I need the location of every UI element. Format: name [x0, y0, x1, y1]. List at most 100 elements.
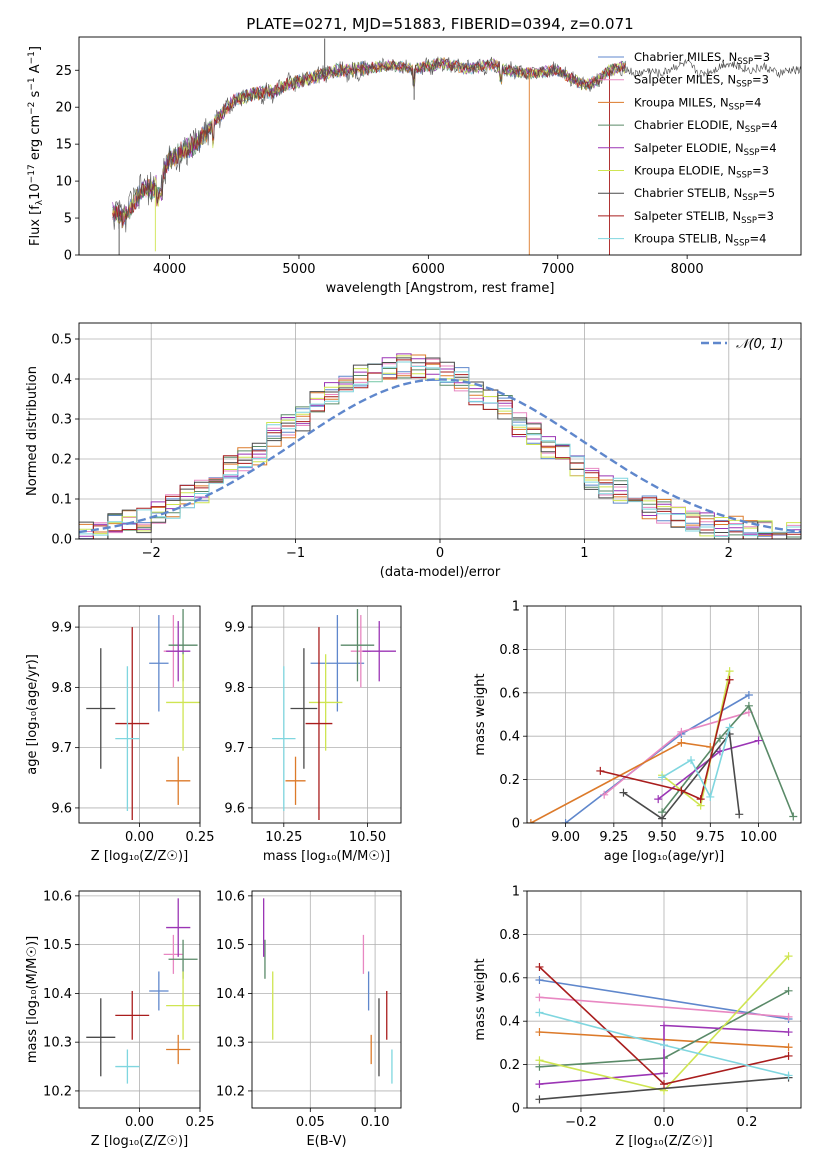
x-tick-label-2: 0 [436, 546, 444, 561]
plot-area [79, 353, 801, 539]
weight-marker-6-1 [658, 814, 667, 823]
x-tick-label-1: 0.10 [361, 1115, 390, 1130]
plot-area [86, 609, 200, 820]
y-axis-label: Normed distribution [25, 366, 40, 496]
y-tick-label-2: 9.8 [224, 681, 245, 696]
legend-text: Chabrier MILES, N [634, 50, 737, 64]
legend-text: Kroupa ELODIE, N [634, 164, 736, 178]
y-tick-label-4: 10.6 [216, 889, 245, 904]
weight-line-4 [539, 1024, 789, 1085]
weight-line-6 [623, 732, 741, 820]
spectrum-line-6 [112, 56, 627, 233]
y-tick-label-2: 10 [55, 175, 72, 190]
weight-marker-7-0 [535, 962, 544, 971]
x-tick-label-3: 1 [580, 546, 588, 561]
plot-area [527, 667, 798, 823]
weight-marker-3-2 [744, 701, 753, 710]
weight-line-3 [661, 704, 795, 817]
weight-line-1 [603, 711, 750, 796]
legend-nssp: =4 [744, 95, 761, 109]
legend-normal-label: 𝒩(0, 1) [736, 337, 783, 352]
weight-marker-5-0 [535, 1056, 544, 1065]
hist-series-7 [79, 359, 801, 539]
y-tick-label-0: 0 [64, 249, 72, 264]
legend-sub: SSP [736, 171, 752, 181]
y-tick-label-2: 0.4 [499, 1015, 520, 1030]
x-tick-label-2: 6000 [412, 262, 445, 277]
x-tick-label-4: 2 [725, 546, 733, 561]
y-tick-label-3: 9.9 [51, 621, 72, 636]
x-tick-label-1: 10.50 [349, 830, 386, 845]
figure-title: PLATE=0271, MJD=51883, FIBERID=0394, z=0… [246, 15, 633, 33]
y-axis-label: mass weight [473, 673, 488, 755]
weight-marker-6-3 [735, 810, 744, 819]
y-tick-label-3: 0.6 [499, 686, 520, 701]
legend-sub: SSP [734, 239, 750, 249]
y-tick-label-1: 5 [64, 212, 72, 227]
weight-line-8 [661, 727, 731, 800]
legend-sub: SSP [737, 57, 753, 67]
weight-marker-6-0 [535, 1095, 544, 1104]
plot-area [263, 898, 393, 1084]
y-tick-label-1: 9.7 [51, 741, 72, 756]
hist-series-6 [79, 357, 801, 539]
legend-nssp: =4 [749, 232, 766, 246]
y-tick-label-0: 10.2 [43, 1084, 72, 1099]
weight-line-7 [600, 679, 731, 801]
weight-marker-2-0 [527, 819, 535, 823]
legend-text: Salpeter STELIB, N [634, 209, 741, 223]
x-tick-label-0: 4000 [153, 262, 186, 277]
weight-marker-1-1 [784, 1012, 793, 1021]
x-tick-label-0: 0.00 [125, 830, 154, 845]
x-tick-label-0: 0.00 [125, 1115, 154, 1130]
legend-nssp: =3 [752, 164, 769, 178]
legend-text: Salpeter ELODIE, N [634, 141, 744, 155]
y-tick-label-3: 0.6 [499, 971, 520, 986]
y-tick-label-0: 10.2 [216, 1084, 245, 1099]
y-axis-label-part: 10 [28, 183, 43, 200]
axes-frame [251, 890, 402, 1109]
y-tick-label-4: 0.4 [51, 373, 72, 388]
panels: 4000 5000 6000 7000 80000510152025wavelength… [25, 36, 802, 1149]
panel-age-vs-Z: 0.00 0.25 9.6 9.7 9.8 9.9 Z [log₁₀(Z/Z☉)] age [… [25, 605, 214, 864]
legend-text: Chabrier STELIB, N [634, 186, 742, 200]
weight-marker-8-1 [660, 1041, 668, 1050]
weight-marker-0-2 [744, 690, 753, 699]
weight-marker-5-2 [784, 952, 793, 961]
x-tick-label-4: 8000 [671, 262, 704, 277]
y-axis-label-part: erg cm [28, 115, 43, 164]
y-tick-label-3: 15 [55, 138, 72, 153]
y-axis-label: mass [log₁₀(M/M☉)] [25, 936, 40, 1063]
y-tick-label-1: 9.7 [224, 741, 245, 756]
plot-area [272, 609, 396, 820]
weight-marker-3-2 [784, 986, 793, 995]
legend-nssp: =3 [752, 73, 769, 87]
x-tick-label-0: −2 [142, 546, 161, 561]
weight-marker-4-3 [784, 1028, 793, 1037]
y-axis-label-part: −1 [27, 51, 37, 64]
normal-pdf-curve [79, 378, 801, 534]
panel-spectrum: 4000 5000 6000 7000 8000 0 5 10 15 20 25 wavelength… [27, 36, 802, 296]
axes-frame [526, 605, 802, 824]
axes-frame [78, 322, 802, 540]
legend-text: Kroupa MILES, N [634, 95, 729, 109]
y-tick-label-3: 10.5 [43, 938, 72, 953]
legend-label-8: Kroupa STELIB, NSSP=4 [634, 232, 766, 249]
y-axis-label-part: s [28, 90, 43, 101]
plot-area [86, 898, 200, 1084]
axes-frame [78, 36, 802, 256]
x-tick-label-3: 7000 [541, 262, 574, 277]
y-tick-label-0: 0 [512, 817, 520, 832]
panel-mass-vs-Z: 0.00 0.25 10.2 10.3 10.4 10.5 10.6 Z [log₁₀(Z/Z… [25, 889, 214, 1149]
x-tick-label-0: 10.25 [265, 830, 302, 845]
legend-label-0: Chabrier MILES, NSSP=3 [634, 50, 770, 67]
y-tick-label-0: 0.0 [51, 533, 72, 548]
y-tick-label-2: 0.4 [499, 730, 520, 745]
legend-label-2: Kroupa MILES, NSSP=4 [634, 95, 761, 112]
panel-weight-vs-Z: −0.2 0.0 0.2 0 0.2 0.4 0.6 0.8 1 Z [log₁₀(Z/Z☉)] m… [473, 885, 802, 1149]
x-axis-label: E(B-V) [306, 1134, 346, 1149]
y-tick-label-5: 1 [512, 885, 520, 900]
y-tick-label-2: 0.2 [51, 453, 72, 468]
weight-marker-4-0 [654, 795, 663, 804]
